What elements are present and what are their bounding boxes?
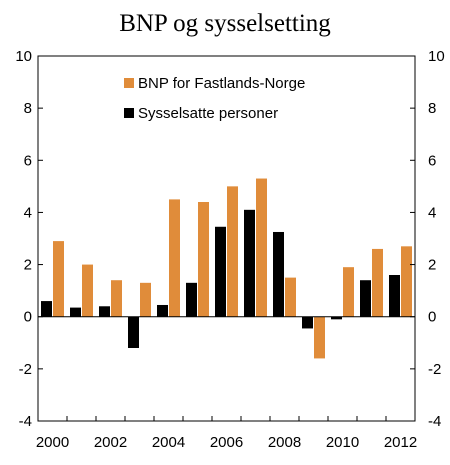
bar-bnp-2000 xyxy=(53,241,64,317)
y-tick-label-left: 6 xyxy=(24,152,32,169)
bar-sysselsatte-2000 xyxy=(41,301,52,317)
y-tick-label-left: -4 xyxy=(19,413,32,430)
bar-bnp-2004 xyxy=(169,199,180,317)
x-tick-label-2002: 2002 xyxy=(94,434,127,451)
bar-sysselsatte-2003 xyxy=(128,316,139,348)
y-tick-label-right: -2 xyxy=(428,361,441,378)
bar-bnp-2003 xyxy=(140,282,151,317)
legend: BNP for Fastlands-Norge Sysselsatte perso… xyxy=(124,75,305,122)
y-tick-label-right: 2 xyxy=(428,257,436,274)
bars-group xyxy=(41,178,412,359)
bar-bnp-2007 xyxy=(256,178,267,317)
x-tick-label-2000: 2000 xyxy=(36,434,69,451)
legend-swatch-sysselsatte xyxy=(124,108,134,118)
bar-sysselsatte-2004 xyxy=(157,304,168,317)
bar-sysselsatte-2007 xyxy=(244,209,255,317)
y-tick-label-right: 10 xyxy=(428,48,445,65)
y-tick-label-left: 0 xyxy=(24,309,32,326)
bar-bnp-2012 xyxy=(401,246,412,317)
y-tick-label-left: 4 xyxy=(24,204,32,221)
bar-bnp-2005 xyxy=(198,202,209,317)
y-tick-label-right: 0 xyxy=(428,309,436,326)
legend-swatch-bnp xyxy=(124,78,134,88)
plot-area-frame xyxy=(37,55,416,422)
bar-sysselsatte-2011 xyxy=(360,280,371,317)
x-tick-label-2012: 2012 xyxy=(384,434,417,451)
bar-bnp-2006 xyxy=(227,186,238,317)
x-tick-label-2004: 2004 xyxy=(152,434,185,451)
bar-sysselsatte-2006 xyxy=(215,226,226,317)
bar-bnp-2008 xyxy=(285,277,296,317)
x-axis-ticks: 2000 2002 2004 2006 2008 2010 2012 xyxy=(36,416,417,451)
x-tick-label-2006: 2006 xyxy=(210,434,243,451)
bar-bnp-2001 xyxy=(82,264,93,317)
bar-bnp-2010 xyxy=(343,267,354,317)
bar-sysselsatte-2009 xyxy=(302,316,313,329)
chart-title: BNP og sysselsetting xyxy=(119,10,331,37)
y-tick-label-right: -4 xyxy=(428,413,441,430)
x-tick-label-2008: 2008 xyxy=(268,434,301,451)
bar-bnp-2011 xyxy=(372,248,383,317)
y-tick-label-right: 8 xyxy=(428,100,436,117)
y-tick-label-right: 4 xyxy=(428,204,436,221)
bar-sysselsatte-2010 xyxy=(331,316,342,320)
bar-bnp-2002 xyxy=(111,280,122,317)
y-tick-label-left: 8 xyxy=(24,100,32,117)
bar-sysselsatte-2005 xyxy=(186,282,197,317)
y-tick-label-left: 2 xyxy=(24,257,32,274)
y-tick-label-right: 6 xyxy=(428,152,436,169)
bar-sysselsatte-2002 xyxy=(99,306,110,317)
legend-label-sysselsatte: Sysselsatte personer xyxy=(138,105,278,122)
y-axis-ticks: -4 -4 -2 -2 0 0 2 2 4 4 6 6 8 8 10 10 xyxy=(15,48,444,430)
legend-label-bnp: BNP for Fastlands-Norge xyxy=(138,75,305,92)
y-tick-label-left: -2 xyxy=(19,361,32,378)
bar-sysselsatte-2008 xyxy=(273,231,284,317)
bar-sysselsatte-2012 xyxy=(389,275,400,317)
bar-sysselsatte-2001 xyxy=(70,307,81,317)
bar-bnp-2009 xyxy=(314,316,325,359)
x-tick-label-2010: 2010 xyxy=(326,434,359,451)
y-tick-label-left: 10 xyxy=(15,48,32,65)
